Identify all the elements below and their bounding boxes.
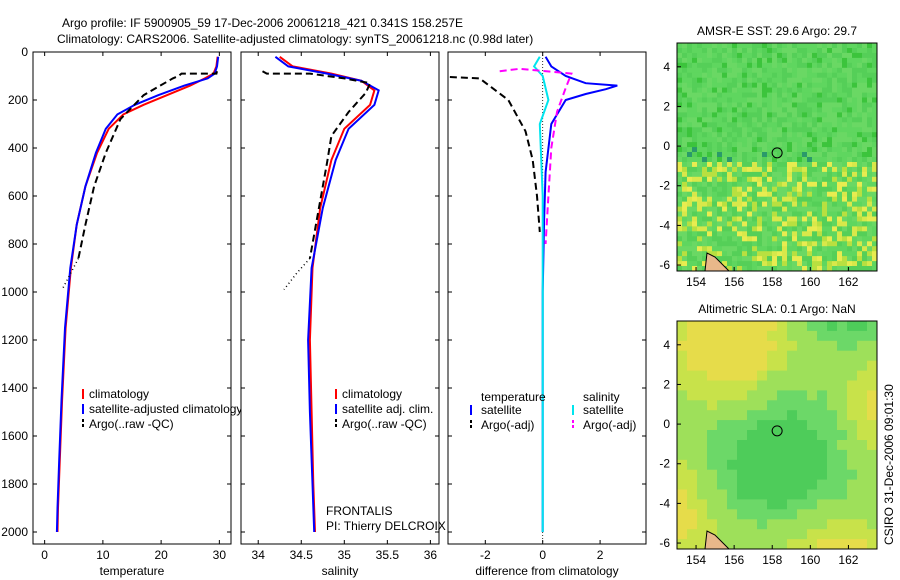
x-tick-label: 35.5 (376, 548, 400, 562)
y-tick-label: 0 (663, 139, 670, 153)
series-line-argo-adj- (448, 75, 541, 233)
x-tick-label: 20 (154, 548, 168, 562)
plot-frame (32, 51, 232, 545)
legend-label: satellite-adjusted climatology (89, 402, 242, 416)
y-tick-label: 1800 (1, 477, 28, 491)
panel-difference: -2 0 2 difference from climatology temperatu… (447, 51, 647, 578)
x-tick-label: 154 (686, 275, 706, 289)
figure-title-line-2: Climatology: CARS2006. Satellite-adjuste… (57, 32, 533, 46)
figure-title-line-1: Argo profile: IF 5900905_59 17-Dec-2006 … (62, 16, 463, 30)
y-tick-label: 800 (8, 237, 28, 251)
legend-label: Argo(..raw -QC) (342, 417, 427, 431)
x-tick-label: 10 (96, 548, 110, 562)
y-tick-label: 1200 (1, 333, 28, 347)
y-tick-label: 2 (663, 377, 670, 391)
map-frame (676, 42, 878, 272)
legend-title: salinity (583, 390, 620, 404)
x-tick-label: 2 (597, 548, 604, 562)
y-tick-label: -2 (659, 179, 670, 193)
y-tick-label: 1600 (1, 429, 28, 443)
legend-label: satellite (481, 403, 522, 417)
series-group (448, 56, 618, 532)
legend-label: Argo(-adj) (481, 418, 534, 432)
legend-label: Argo(-adj) (583, 418, 636, 432)
series-group (55, 56, 220, 533)
plot-frame (240, 51, 440, 545)
y-tick-label: 4 (663, 338, 670, 352)
x-axis-label: difference from climatology (475, 564, 618, 578)
x-tick-label: 0 (41, 548, 48, 562)
map-cells (677, 321, 878, 550)
x-tick-label: 158 (762, 553, 782, 567)
x-tick-label: -2 (480, 548, 491, 562)
x-tick-label: 160 (800, 275, 820, 289)
series-line-argo-adj- (499, 67, 573, 245)
x-tick-label: 36 (424, 548, 438, 562)
x-tick-label: 162 (838, 553, 858, 567)
legend-label: climatology (342, 387, 402, 401)
map-title: AMSR-E SST: 29.6 Argo: 29.7 (697, 24, 857, 38)
map-title: Altimetric SLA: 0.1 Argo: NaN (698, 302, 855, 316)
y-tick-label: -4 (659, 496, 670, 510)
legend-label: satellite adj. clim. (342, 402, 433, 416)
series-line-argo-raw-qc- (262, 70, 372, 259)
y-tick-label: -4 (659, 218, 670, 232)
argo-location-marker (771, 147, 783, 159)
x-tick-label: 158 (762, 275, 782, 289)
y-tick-label: 200 (8, 93, 28, 107)
x-tick-label: 34 (252, 548, 266, 562)
panel-temperature: 0 10 20 30 0 200 400 600 800 1000 1200 1400 1600 1800… (1, 45, 242, 578)
series-line-satellite-adj-clim- (274, 55, 380, 533)
x-axis-label: salinity (322, 564, 359, 578)
y-tick-label: -6 (659, 258, 670, 272)
legend-title: temperature (481, 390, 546, 404)
y-tick-label: 4 (663, 60, 670, 74)
series-line-satellite-adjusted-climatology (55, 56, 220, 533)
series-line-argo-raw-qc- (77, 70, 218, 259)
x-tick-label: 30 (213, 548, 227, 562)
annotation-pi: PI: Thierry DELCROIX (326, 519, 446, 533)
series-group (262, 55, 380, 533)
y-tick-label: 0 (21, 45, 28, 59)
y-tick-label: 400 (8, 141, 28, 155)
map-frame (676, 320, 878, 550)
legend-label: Argo(..raw -QC) (89, 417, 174, 431)
x-axis-label: temperature (100, 564, 165, 578)
x-tick-label: 160 (800, 553, 820, 567)
legend: temperaturesatelliteArgo(-adj)salinitysa… (470, 390, 636, 432)
panel-sst_map: AMSR-E SST: 29.6 Argo: 29.7 154 156 158 160 1… (659, 24, 878, 289)
legend-label: climatology (89, 387, 149, 401)
y-tick-label: 1400 (1, 381, 28, 395)
map-cells (677, 43, 878, 272)
y-tick-label: 600 (8, 189, 28, 203)
argo-location-marker (771, 425, 783, 437)
annotation-program: FRONTALIS (326, 504, 392, 518)
x-tick-label: 0 (539, 548, 546, 562)
panel-sla_map: Altimetric SLA: 0.1 Argo: NaN 154 156 158 16… (659, 302, 878, 567)
x-tick-label: 156 (724, 275, 744, 289)
y-tick-label: 2 (663, 99, 670, 113)
y-tick-label: -6 (659, 536, 670, 550)
x-tick-label: 162 (838, 275, 858, 289)
legend-label: satellite (583, 403, 624, 417)
panel-salinity: 34 34.5 35 35.5 36 salinity climatologysatelli… (240, 51, 446, 578)
x-tick-label: 34.5 (290, 548, 314, 562)
plot-frame (447, 51, 647, 545)
y-tick-label: 0 (663, 417, 670, 431)
x-tick-label: 156 (724, 553, 744, 567)
y-tick-label: 1000 (1, 285, 28, 299)
x-tick-label: 35 (338, 548, 352, 562)
series-line-argo-continued- (61, 258, 80, 290)
csiro-timestamp: CSIRO 31-Dec-2006 09:01:30 (882, 384, 896, 545)
y-tick-label: -2 (659, 457, 670, 471)
y-tick-label: 2000 (1, 525, 28, 539)
x-tick-label: 154 (686, 553, 706, 567)
